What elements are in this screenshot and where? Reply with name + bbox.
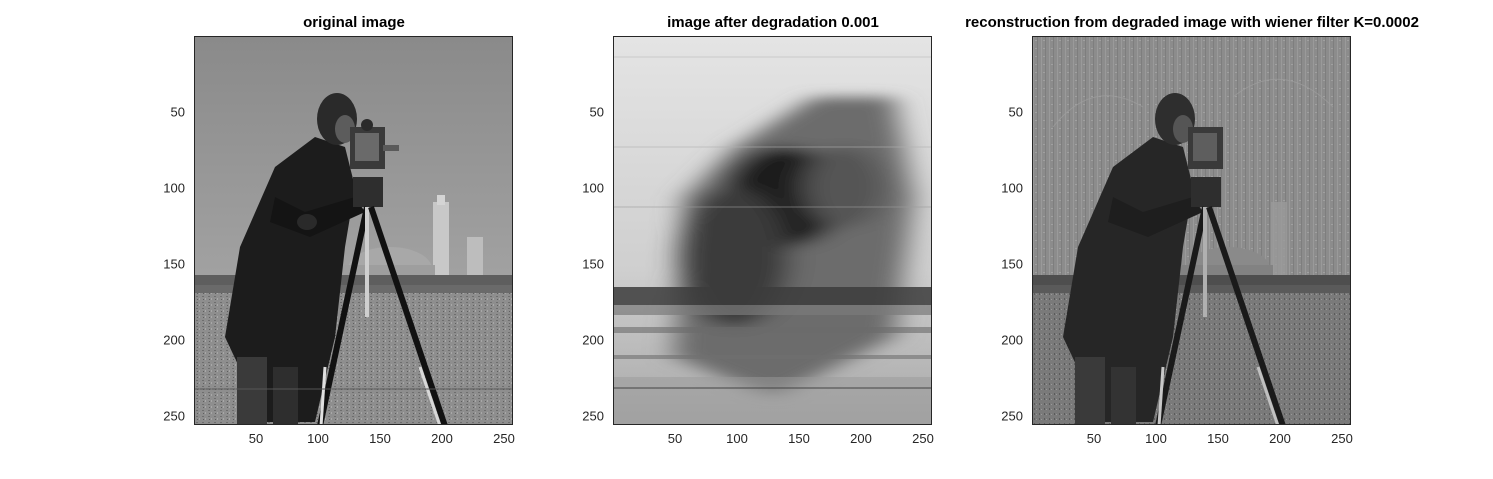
x-tick-label: 150 xyxy=(788,431,810,446)
x-tick-label: 250 xyxy=(912,431,934,446)
cameraman-image-reconstructed xyxy=(1033,37,1350,424)
x-tick-label: 100 xyxy=(1145,431,1167,446)
image-axes-degraded xyxy=(613,36,932,425)
y-tick-label: 100 xyxy=(163,180,185,196)
y-tick-label: 100 xyxy=(582,180,604,196)
panel-title-degraded: image after degradation 0.001 xyxy=(667,14,879,31)
x-tick-label: 50 xyxy=(248,431,264,446)
y-tick-label: 200 xyxy=(1001,332,1023,348)
x-tick-label: 200 xyxy=(850,431,872,446)
x-tick-label: 150 xyxy=(369,431,391,446)
x-tick-label: 100 xyxy=(726,431,748,446)
y-tick-label: 200 xyxy=(163,332,185,348)
x-tick-label: 200 xyxy=(1269,431,1291,446)
y-tick-label: 50 xyxy=(589,104,604,120)
cameraman-image-original xyxy=(195,37,512,424)
y-tick-label: 50 xyxy=(170,104,185,120)
cameraman-image-degraded xyxy=(614,37,931,424)
x-tick-label: 150 xyxy=(1207,431,1229,446)
x-tick-label: 250 xyxy=(493,431,515,446)
panel-title-reconstructed: reconstruction from degraded image with … xyxy=(965,14,1419,31)
y-tick-label: 250 xyxy=(582,408,604,424)
y-tick-label: 50 xyxy=(1008,104,1023,120)
x-tick-label: 250 xyxy=(1331,431,1353,446)
y-tick-label: 150 xyxy=(163,256,185,272)
image-axes-reconstructed xyxy=(1032,36,1351,425)
y-tick-label: 250 xyxy=(163,408,185,424)
y-tick-label: 250 xyxy=(1001,408,1023,424)
y-tick-label: 200 xyxy=(582,332,604,348)
x-tick-label: 200 xyxy=(431,431,453,446)
y-tick-label: 150 xyxy=(1001,256,1023,272)
panel-title-original: original image xyxy=(303,14,405,31)
y-tick-label: 100 xyxy=(1001,180,1023,196)
image-axes-original xyxy=(194,36,513,425)
y-tick-label: 150 xyxy=(582,256,604,272)
x-tick-label: 100 xyxy=(307,431,329,446)
x-tick-label: 50 xyxy=(1086,431,1102,446)
x-tick-label: 50 xyxy=(667,431,683,446)
